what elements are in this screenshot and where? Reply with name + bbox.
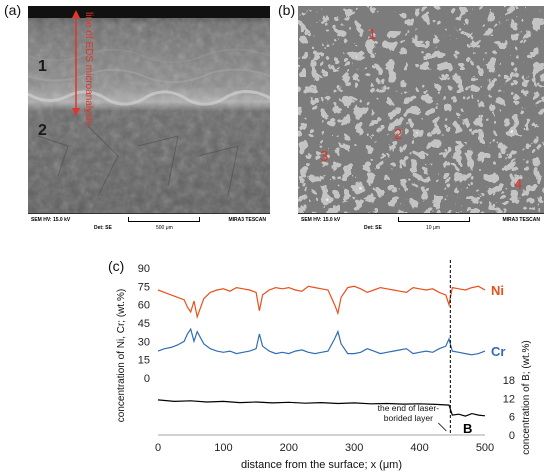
- point-4-label: 4: [514, 176, 523, 193]
- series-line-ni: [157, 285, 486, 320]
- x-axis-title: distance from the surface; x (μm): [241, 459, 402, 471]
- x-tick-label: 100: [214, 442, 232, 454]
- series-line-b: [157, 399, 486, 417]
- series-line-cr: [157, 327, 486, 356]
- databar-hv-a: SEM HV: 15.0 kV: [31, 217, 71, 223]
- sem-micrograph-a: SEM HV: 15.0 kV Det: SE 500 μm MIRA3 TES…: [28, 6, 270, 234]
- y-axis-title-left: concentration of Ni, Cr; (wt.%): [116, 289, 127, 422]
- left-tick-label: 0: [144, 373, 150, 385]
- databar-det-b: Det: SE: [364, 225, 382, 231]
- left-tick-label: 60: [138, 300, 150, 312]
- series-label-b: B: [463, 421, 472, 436]
- annotation-arrow: [438, 422, 447, 432]
- x-tick-label: 400: [410, 442, 428, 454]
- right-tick-label: 12: [503, 393, 515, 405]
- databar-brand-a: MIRA3 TESCAN: [228, 217, 266, 223]
- point-1-label: 1: [368, 26, 377, 43]
- scale-bar-a: [128, 217, 200, 222]
- region-2-label: 2: [38, 122, 47, 139]
- left-tick-label: 30: [138, 336, 150, 348]
- micrograph-a-texture: [28, 6, 270, 234]
- point-3-label: 3: [320, 148, 329, 165]
- databar-brand-b: MIRA3 TESCAN: [502, 217, 540, 223]
- y-axis-title-right: concentration of B; (wt.%): [521, 340, 532, 455]
- region-1-label: 1: [38, 58, 47, 75]
- annotation-line-2: borided layer: [384, 413, 433, 423]
- panel-a-label: (a): [4, 2, 22, 18]
- point-2-label: 2: [394, 126, 403, 143]
- panel-b-label: (b): [278, 2, 296, 18]
- eds-line-arrow: [72, 10, 80, 116]
- sem-databar-a: SEM HV: 15.0 kV Det: SE 500 μm MIRA3 TES…: [28, 213, 270, 234]
- databar-scale-b: 10 μm: [426, 225, 440, 231]
- sem-micrograph-b: SEM HV: 15.0 kV Det: SE 10 μm MIRA3 TESC…: [298, 6, 544, 234]
- databar-hv-b: SEM HV: 15.0 kV: [301, 217, 341, 223]
- right-tick-label: 18: [503, 375, 515, 387]
- left-tick-label: 45: [138, 318, 150, 330]
- annotation-line-1: the end of laser-: [378, 403, 440, 413]
- eds-line-label: line of EDS microanalysis: [83, 12, 94, 126]
- x-tick-label: 0: [155, 442, 161, 454]
- right-tick-label: 6: [509, 412, 515, 424]
- panel-c-label: (c): [108, 258, 125, 274]
- right-tick-label: 0: [509, 430, 515, 442]
- micrograph-b-texture: [298, 6, 544, 234]
- left-tick-label: 75: [138, 281, 150, 293]
- series-label-cr: Cr: [491, 344, 505, 359]
- left-tick-label: 15: [138, 355, 150, 367]
- sem-databar-b: SEM HV: 15.0 kV Det: SE 10 μm MIRA3 TESC…: [298, 213, 544, 234]
- left-tick-label: 90: [138, 263, 150, 275]
- series-label-ni: Ni: [491, 283, 504, 298]
- scale-bar-b: [398, 217, 470, 222]
- x-tick-label: 200: [280, 442, 298, 454]
- databar-scale-a: 500 μm: [156, 225, 173, 231]
- x-tick-label: 300: [345, 442, 363, 454]
- x-tick-label: 500: [476, 442, 494, 454]
- databar-det-a: Det: SE: [94, 225, 112, 231]
